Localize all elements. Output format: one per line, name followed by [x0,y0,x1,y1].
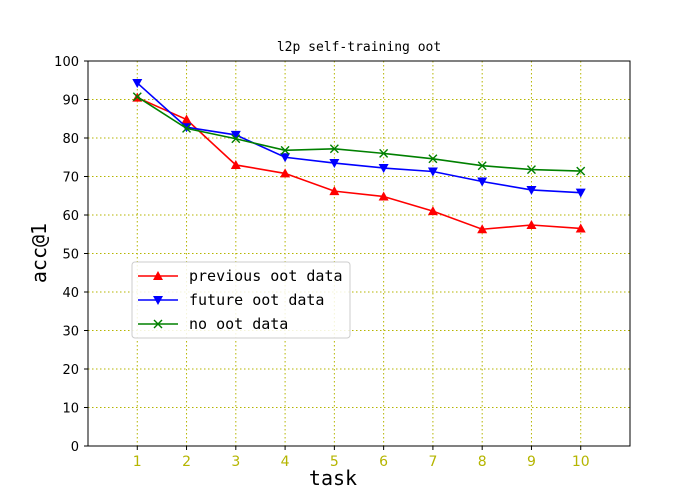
x-tick-label: 3 [231,454,240,470]
data-point [329,159,340,169]
legend-item: future oot data [138,291,324,309]
data-point [428,154,438,164]
data-point [576,166,586,176]
x-tick-label: 7 [428,454,437,470]
grid [88,61,630,446]
data-point [182,123,192,133]
data-point [427,167,438,177]
data-point [477,161,487,171]
x-tick-label: 2 [182,454,191,470]
data-point [231,134,241,144]
series-line [136,96,581,231]
data-point [378,164,389,174]
data-point [526,165,536,175]
data-point [477,177,488,187]
y-tick-label: 30 [62,325,79,340]
data-point [379,148,389,158]
x-tick-label: 1 [133,454,142,470]
legend: previous oot data future oot data no oot d… [131,261,351,339]
x-tick-label: 10 [572,454,590,470]
data-point [378,191,389,201]
x-tick-label: 8 [478,454,487,470]
legend-marker [153,271,163,280]
x-tick-label: 4 [281,454,290,470]
data-point [526,220,537,230]
data-point [575,223,586,233]
x-tick-label: 6 [379,454,388,470]
series-previous-oot-data [132,92,586,234]
legend-label: future oot data [189,291,324,309]
series-line [136,82,581,194]
x-tick-label: 9 [527,454,536,470]
y-tick-label: 70 [62,171,79,186]
data-point [230,159,241,169]
series-no-oot-data [132,92,586,176]
y-tick-label: 20 [62,363,79,378]
data-point [280,153,291,163]
data-point [181,114,192,124]
data-point [477,224,488,234]
legend-label: previous oot data [189,267,343,285]
y-tick-label: 60 [62,209,79,224]
y-tick-label: 40 [62,286,79,301]
data-point [526,185,537,195]
data-point [329,186,340,196]
y-tick-label: 0 [71,440,79,455]
legend-item: no oot data [138,315,288,333]
series-layer [132,78,586,234]
y-axis-label: acc@1 [27,223,51,283]
legend-label: no oot data [189,315,288,333]
data-point [280,145,290,155]
legend-marker [153,319,163,329]
legend-item: previous oot data [138,267,343,285]
data-point [575,188,586,198]
series-line [136,96,581,172]
y-tick-label: 80 [62,132,79,147]
x-axis-ticks: 1 2 3 4 5 6 7 8 9 10 [133,446,590,470]
y-tick-label: 100 [54,55,79,70]
data-point [427,206,438,216]
x-tick-label: 5 [330,454,339,470]
y-axis-ticks: 0 10 20 30 40 50 60 70 80 90 100 [54,55,88,455]
x-axis-label: task [309,466,357,490]
data-point [280,168,291,178]
legend-marker [153,296,163,305]
data-point [132,78,143,88]
chart-title: l2p self-training oot [277,40,441,55]
data-point [329,144,339,154]
y-tick-label: 90 [62,94,79,109]
data-point [230,130,241,140]
y-tick-label: 50 [62,248,79,263]
y-tick-label: 10 [62,402,79,417]
data-point [132,92,142,102]
legend-box [131,261,351,339]
